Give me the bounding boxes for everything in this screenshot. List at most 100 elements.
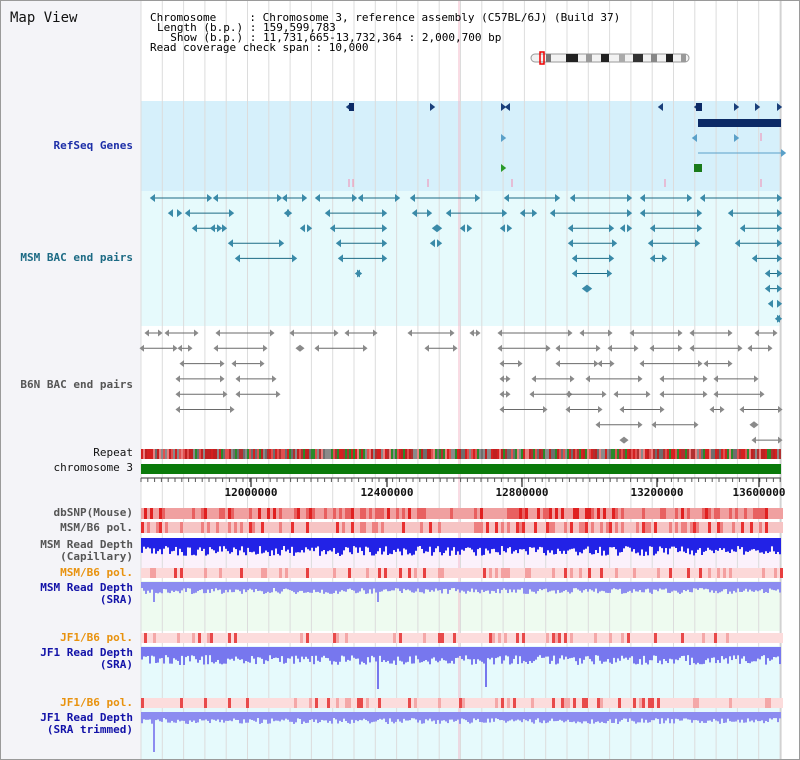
repeat-segment <box>415 449 417 459</box>
read-depth-bar <box>761 647 763 657</box>
read-depth-bar <box>475 538 477 556</box>
track-label-chromosome[interactable]: chromosome 3 <box>53 461 133 474</box>
track-label-jf1-pol[interactable]: JF1/B6 pol. <box>60 631 133 644</box>
read-depth-bar <box>529 538 531 548</box>
b6n-bac-end <box>529 390 534 398</box>
polymorphism-cell <box>615 568 618 578</box>
read-depth-bar <box>191 647 193 656</box>
read-depth-bar <box>567 582 569 592</box>
track-label-dbsnp[interactable]: dbSNP(Mouse) <box>53 506 133 519</box>
track-label-msm-pol[interactable]: MSM/B6 pol. <box>60 521 133 534</box>
track-label-msm-bac[interactable]: MSM BAC end pairs <box>20 251 133 264</box>
polymorphism-cell <box>282 568 285 578</box>
read-depth-bar <box>703 538 705 552</box>
polymorphism-cell <box>288 633 291 643</box>
read-depth-bar <box>161 582 163 594</box>
read-depth-bar <box>255 712 257 722</box>
repeat-segment <box>453 449 455 459</box>
read-depth-bar <box>203 712 205 721</box>
polymorphism-cell <box>273 508 276 519</box>
msm-bac-end <box>409 194 415 202</box>
read-depth-bar <box>265 538 267 551</box>
polymorphism-cell <box>732 633 735 643</box>
repeat-segment <box>673 449 675 459</box>
read-depth-bar <box>643 582 645 593</box>
msm-bac-end <box>549 209 555 218</box>
polymorphism-cell <box>762 508 765 519</box>
read-depth-bar <box>293 647 295 664</box>
polymorphism-cell <box>177 633 180 643</box>
polymorphism-cell <box>252 633 255 643</box>
read-depth-bar <box>309 647 311 662</box>
msm-bac-end <box>382 254 388 263</box>
track-label-msm-pol-2[interactable]: MSM/B6 pol. <box>60 566 133 579</box>
read-depth-bar <box>549 647 551 664</box>
b6n-bac-end <box>476 329 481 337</box>
read-depth-bar <box>273 538 275 556</box>
read-depth-bar <box>685 538 687 554</box>
read-depth-bar <box>753 538 755 549</box>
polymorphism-cell <box>354 633 357 643</box>
b6n-bac-end <box>194 329 199 337</box>
polymorphism-cell <box>681 633 684 643</box>
polymorphism-cell <box>549 568 552 578</box>
read-depth-bar <box>683 538 685 552</box>
read-depth-bar <box>755 647 757 662</box>
read-depth-bar <box>235 582 237 590</box>
track-label-jf1-pol-2[interactable]: JF1/B6 pol. <box>60 696 133 709</box>
track-label-b6n-bac[interactable]: B6N BAC end pairs <box>20 378 133 391</box>
read-depth-bar <box>751 538 753 550</box>
read-depth-bar <box>493 538 495 549</box>
polymorphism-cell <box>153 522 156 533</box>
polymorphism-cell <box>735 698 738 708</box>
read-depth-bar <box>277 538 279 554</box>
repeat-segment <box>337 449 339 459</box>
read-depth-bar <box>525 647 527 662</box>
b6n-bac-end <box>555 360 560 368</box>
read-depth-bar <box>319 582 321 593</box>
read-depth-bar <box>553 712 555 722</box>
read-depth-bar <box>353 538 355 547</box>
read-depth-bar <box>611 582 613 590</box>
read-depth-bar <box>643 538 645 556</box>
read-depth-bar <box>671 712 673 720</box>
polymorphism-cell <box>150 568 153 578</box>
polymorphism-cell <box>651 698 654 708</box>
track-label-refseq-genes[interactable]: RefSeq Genes <box>53 139 133 152</box>
polymorphism-cell <box>492 633 495 643</box>
polymorphism-cell <box>669 508 672 519</box>
polymorphism-cell <box>624 522 627 533</box>
read-depth-bar <box>197 712 199 723</box>
polymorphism-cell <box>741 508 744 519</box>
polymorphism-cell <box>612 633 615 643</box>
repeat-segment <box>241 449 243 459</box>
polymorphism-cell <box>369 508 372 519</box>
polymorphism-cell <box>540 508 543 519</box>
track-label-jf1-depth-sra[interactable]: JF1 Read Depth (SRA) <box>40 646 133 671</box>
polymorphism-cell <box>474 522 477 533</box>
polymorphism-cell <box>147 568 150 578</box>
refseq-gene <box>504 103 510 111</box>
track-label-repeat[interactable]: Repeat <box>93 446 133 459</box>
track-label-jf1-depth-trimmed[interactable]: JF1 Read Depth (SRA trimmed) <box>40 711 133 736</box>
polymorphism-cell <box>204 508 207 519</box>
repeat-segment <box>755 449 757 459</box>
read-depth-bar <box>763 712 765 724</box>
polymorphism-cell <box>693 568 696 578</box>
read-depth-bar <box>463 647 465 661</box>
polymorphism-cell <box>312 508 315 519</box>
read-depth-bar <box>413 712 415 719</box>
repeat-segment <box>619 449 621 459</box>
polymorphism-cell <box>267 508 270 519</box>
read-depth-bar <box>495 582 497 593</box>
repeat-segment <box>455 449 457 459</box>
repeat-segment <box>359 449 361 459</box>
track-label-msm-depth-capillary[interactable]: MSM Read Depth (Capillary) <box>40 538 133 563</box>
polymorphism-cell <box>771 568 774 578</box>
repeat-segment <box>669 449 671 459</box>
track-label-msm-depth-sra[interactable]: MSM Read Depth (SRA) <box>40 581 133 606</box>
read-depth-bar <box>405 582 407 591</box>
repeat-segment <box>563 449 565 459</box>
repeat-segment <box>297 449 299 459</box>
